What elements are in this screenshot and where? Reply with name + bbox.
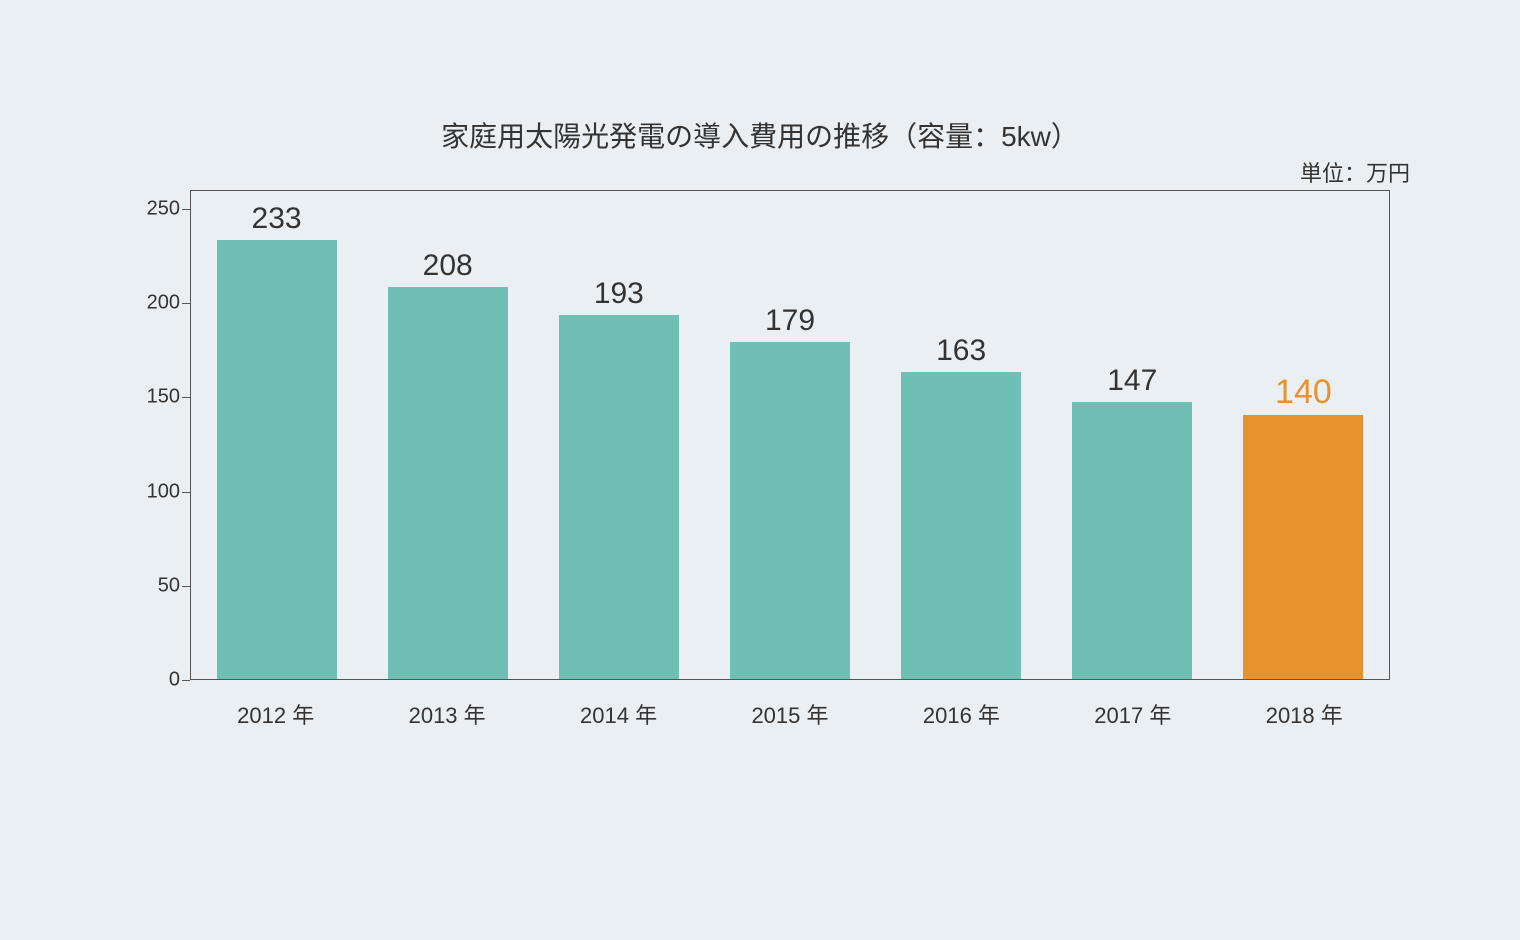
unit-label: 単位：万円 <box>1270 156 1410 188</box>
x-axis-label: 2016 年 <box>876 698 1047 730</box>
y-tick-label: 100 <box>120 480 180 503</box>
bar-slot: 163 <box>876 372 1047 679</box>
bar-slot: 233 <box>191 240 362 679</box>
x-axis-label: 2015 年 <box>704 698 875 730</box>
bar-value-label: 193 <box>594 277 644 311</box>
y-tick-mark <box>182 586 190 587</box>
bar: 179 <box>730 342 850 679</box>
y-tick-mark <box>182 492 190 493</box>
bar-slot: 179 <box>704 342 875 679</box>
bar-value-label: 163 <box>936 334 986 368</box>
bar: 140 <box>1243 415 1363 679</box>
bar-value-label: 179 <box>765 304 815 338</box>
y-tick-mark <box>182 303 190 304</box>
bar-slot: 193 <box>533 315 704 679</box>
y-tick-label: 250 <box>120 197 180 220</box>
x-axis-labels: 2012 年2013 年2014 年2015 年2016 年2017 年2018… <box>190 698 1390 730</box>
bars-area: 233 208 193 179 163 147 140 <box>191 189 1389 679</box>
bar-slot: 140 <box>1218 415 1389 679</box>
y-tick-label: 200 <box>120 292 180 315</box>
y-tick-label: 150 <box>120 386 180 409</box>
y-tick-mark <box>182 680 190 681</box>
bar-slot: 208 <box>362 287 533 679</box>
y-tick-label: 50 <box>120 574 180 597</box>
y-tick-label: 0 <box>120 669 180 692</box>
bar: 147 <box>1072 402 1192 679</box>
y-tick-mark <box>182 209 190 210</box>
bar-value-label: 233 <box>252 202 302 236</box>
chart-title: 家庭用太陽光発電の導入費用の推移（容量：5kw） <box>0 115 1520 155</box>
plot-area: 233 208 193 179 163 147 140 <box>190 190 1390 680</box>
y-tick-mark <box>182 397 190 398</box>
x-axis-label: 2017 年 <box>1047 698 1218 730</box>
chart-canvas: 家庭用太陽光発電の導入費用の推移（容量：5kw） 単位：万円 233 208 193… <box>0 0 1520 940</box>
bar: 163 <box>901 372 1021 679</box>
x-axis-label: 2018 年 <box>1219 698 1390 730</box>
bar: 193 <box>559 315 679 679</box>
x-axis-label: 2013 年 <box>361 698 532 730</box>
x-axis-label: 2012 年 <box>190 698 361 730</box>
x-axis-label: 2014 年 <box>533 698 704 730</box>
bar-value-label: 147 <box>1107 364 1157 398</box>
bar: 208 <box>388 287 508 679</box>
bar-value-label: 140 <box>1275 373 1332 412</box>
bar: 233 <box>217 240 337 679</box>
bar-slot: 147 <box>1047 402 1218 679</box>
bar-value-label: 208 <box>423 249 473 283</box>
